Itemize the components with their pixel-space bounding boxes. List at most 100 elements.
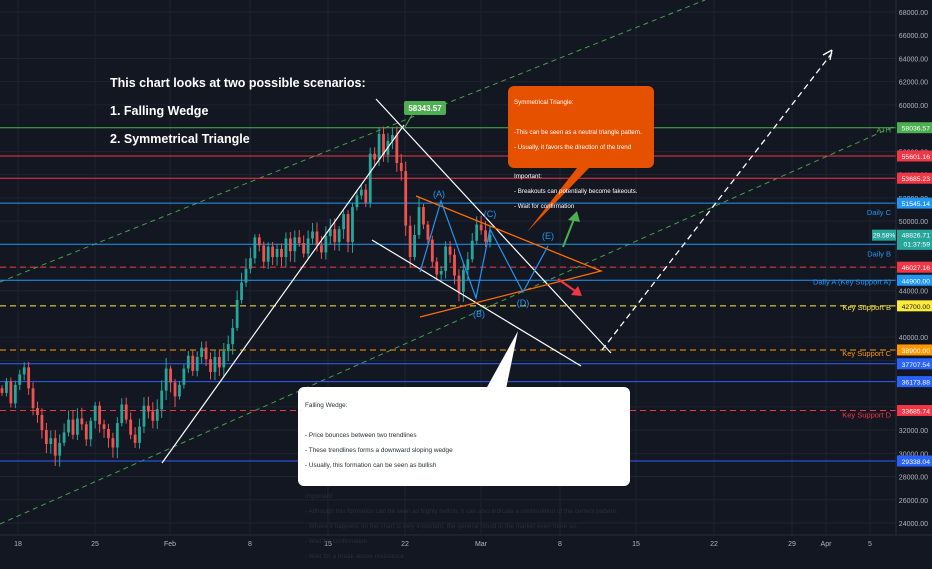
price-label: 58036.57 xyxy=(902,126,931,133)
candle-body xyxy=(280,248,283,258)
candle-body xyxy=(182,368,186,385)
y-tick-label: 32000.00 xyxy=(899,428,928,435)
bearish-arrowhead xyxy=(571,286,582,296)
candle-body xyxy=(320,245,323,253)
candle-body xyxy=(235,300,239,328)
triangle-note-important-line: - Breakouts can potentially become fakeo… xyxy=(514,188,638,196)
candle-body xyxy=(297,237,301,244)
candle-body xyxy=(102,424,106,429)
candle-body xyxy=(484,230,487,242)
candle-body xyxy=(231,327,235,345)
x-tick-label: 5 xyxy=(868,541,872,548)
candle-body xyxy=(253,237,257,259)
symmetrical-triangle-note[interactable]: Symmetrical Triangle: -This can be seen … xyxy=(508,86,654,210)
chart-subtitle-1: 1. Falling Wedge xyxy=(110,104,209,118)
candle-body xyxy=(84,424,88,440)
price-label-bg xyxy=(897,300,932,312)
falling-wedge-note[interactable]: Falling Wedge: - Price bounces between t… xyxy=(298,387,630,560)
triangle-note-line: -This can be seen as a neutral triangle … xyxy=(514,129,642,137)
y-tick-label: 26000.00 xyxy=(899,498,928,505)
price-label-bg xyxy=(897,344,932,356)
candle-body xyxy=(430,239,434,262)
x-tick-label: 25 xyxy=(91,541,99,548)
candle-body xyxy=(302,243,306,254)
candle-body xyxy=(293,237,297,252)
candle-body xyxy=(67,419,70,433)
candle-body xyxy=(0,388,4,393)
price-label: 53685.23 xyxy=(902,176,931,183)
candle-body xyxy=(426,224,430,240)
candle-body xyxy=(413,234,416,258)
candle-body xyxy=(417,207,421,235)
candle-body xyxy=(40,414,44,431)
candle-body xyxy=(209,359,212,373)
candle-body xyxy=(257,237,261,246)
candle-body xyxy=(226,344,230,352)
candle-body xyxy=(461,269,465,292)
candle-body xyxy=(191,355,195,371)
candle-body xyxy=(195,356,199,371)
projection-line xyxy=(601,52,833,351)
price-chart[interactable]: ATH Daily C Daily B Daily A (Key Support A)… xyxy=(0,0,932,550)
candle-body xyxy=(240,282,243,301)
current-price-bg xyxy=(897,229,932,250)
x-tick-label: Apr xyxy=(821,541,833,548)
y-tick-label: 40000.00 xyxy=(899,335,928,342)
candle-body xyxy=(155,409,159,421)
candle-body xyxy=(111,438,115,448)
candle-body xyxy=(129,419,133,435)
candle-body xyxy=(186,355,190,369)
candle-body xyxy=(364,189,368,203)
candle-body xyxy=(306,238,310,254)
candle-body xyxy=(382,133,385,155)
chart-subtitle-2: 2. Symmetrical Triangle xyxy=(110,132,250,146)
candle-body xyxy=(76,418,79,435)
price-label-bg xyxy=(897,405,932,417)
candle-body xyxy=(262,245,266,262)
candle-body xyxy=(204,347,208,360)
candle-body xyxy=(284,238,288,258)
price-label-bg xyxy=(897,455,932,467)
triangle-note-line: - Usually, it favors the direction of th… xyxy=(514,143,632,151)
candle-body xyxy=(5,381,8,393)
symmetrical-triangle xyxy=(415,195,604,318)
candle-body xyxy=(138,426,141,443)
candle-body xyxy=(13,384,17,404)
candle-body xyxy=(98,405,101,425)
candle-body xyxy=(373,153,377,160)
wedge-note-line: - These trendlines forms a downward slop… xyxy=(305,447,453,455)
wave-label: (D) xyxy=(517,298,530,308)
price-label: 46027.16 xyxy=(902,265,931,272)
price-label-bg xyxy=(897,150,932,162)
wedge-note-line: - Usually, this formation can be seen as… xyxy=(305,462,437,470)
candle-body xyxy=(80,418,84,425)
price-label: 33685.74 xyxy=(902,409,931,416)
candle-body xyxy=(160,390,164,410)
candle-body xyxy=(377,133,381,160)
candle-body xyxy=(178,384,181,397)
candle-body xyxy=(71,419,75,435)
candle-body xyxy=(395,135,399,163)
candle-body xyxy=(355,195,359,208)
candle-body xyxy=(342,214,345,230)
wedge-note-important-line: - Although this formation can be seen as… xyxy=(305,507,618,515)
candle-body xyxy=(22,367,26,375)
candle-body xyxy=(422,207,425,225)
bullish-arrowhead xyxy=(568,211,580,222)
change-badge-bg xyxy=(872,229,896,241)
price-label-bg xyxy=(897,122,932,134)
candle-body xyxy=(346,214,350,242)
candle-body xyxy=(448,246,452,255)
candle-body xyxy=(368,153,372,203)
level-label: ATH xyxy=(877,126,891,135)
candle-body xyxy=(337,229,341,242)
price-label-bg xyxy=(897,197,932,209)
level-label: Daily A (Key Support A) xyxy=(813,277,891,286)
candle-body xyxy=(93,405,97,421)
y-tick-label: 62000.00 xyxy=(899,80,928,87)
candle-body xyxy=(444,246,448,271)
time-axis-bg xyxy=(0,535,932,550)
price-label: 36173.88 xyxy=(902,380,931,387)
wedge-note-important-heading: Important: xyxy=(305,492,334,500)
